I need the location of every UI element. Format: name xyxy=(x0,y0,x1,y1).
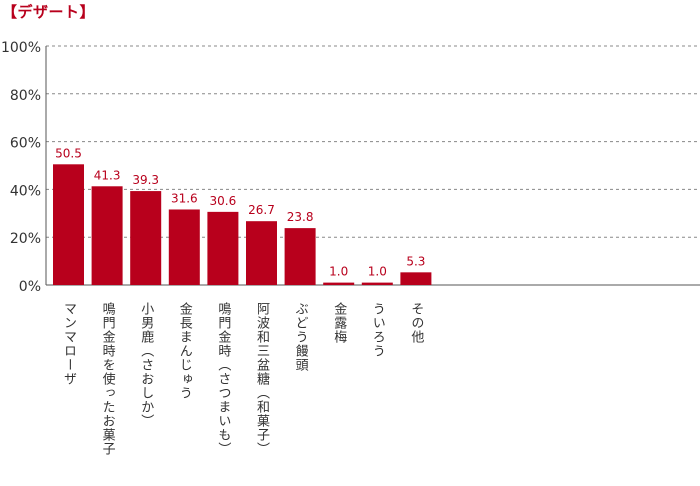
x-tick-label: ういろう xyxy=(370,302,385,358)
y-tick-label: 40% xyxy=(10,183,41,199)
data-label: 23.8 xyxy=(287,210,314,224)
bar xyxy=(323,282,355,285)
x-tick-label: 鳴門金時（さつまいも） xyxy=(215,302,231,456)
x-tick-label: 金露梅 xyxy=(331,301,347,344)
x-tick-label: ぶどう饅頭 xyxy=(293,302,309,372)
data-label: 39.3 xyxy=(132,173,159,187)
bar xyxy=(284,228,316,285)
bar xyxy=(91,186,123,285)
bar xyxy=(207,211,239,285)
bar xyxy=(130,191,162,285)
data-label: 50.5 xyxy=(55,146,82,160)
data-label: 1.0 xyxy=(368,265,387,279)
y-tick-label: 0% xyxy=(19,279,41,295)
bar xyxy=(168,209,200,285)
x-tick-label: 小男鹿（さおしか） xyxy=(138,302,154,428)
data-label: 26.7 xyxy=(248,203,275,217)
y-tick-label: 100% xyxy=(1,40,41,56)
x-tick-label: マンマローザ xyxy=(61,302,77,386)
data-label: 41.3 xyxy=(94,168,121,182)
bar xyxy=(246,221,277,285)
x-tick-label: 金長まんじゅう xyxy=(177,301,193,400)
bar xyxy=(361,282,393,285)
data-label: 30.6 xyxy=(210,194,237,208)
data-label: 31.6 xyxy=(171,191,198,205)
chart-title: 【デザート】 xyxy=(2,3,96,21)
data-label: 5.3 xyxy=(406,254,425,268)
x-tick-label: 阿波和三盆糖（和菓子） xyxy=(254,302,270,456)
bar xyxy=(400,272,432,285)
y-tick-label: 80% xyxy=(10,88,41,104)
data-label: 1.0 xyxy=(329,265,348,279)
x-tick-label: 鳴門金時を使ったお菓子 xyxy=(100,302,116,456)
y-tick-label: 20% xyxy=(10,231,41,247)
bar xyxy=(53,164,84,285)
y-tick-label: 60% xyxy=(10,136,41,152)
x-tick-label: その他 xyxy=(408,302,424,344)
